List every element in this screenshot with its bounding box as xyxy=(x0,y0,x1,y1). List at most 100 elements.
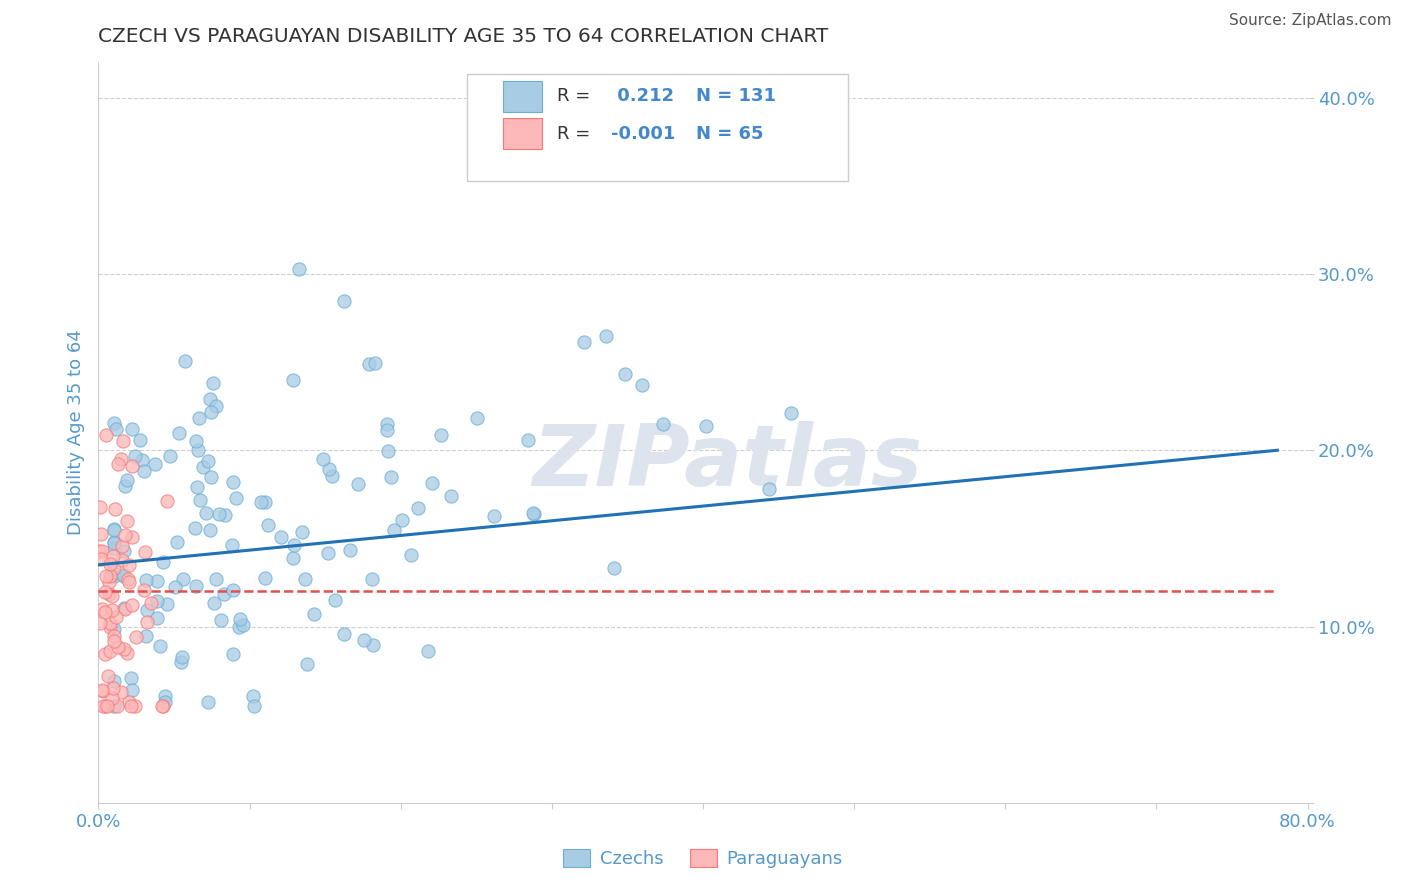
Point xyxy=(429,427,451,442)
Point xyxy=(156,597,179,611)
Point xyxy=(631,378,654,392)
Point xyxy=(595,328,617,343)
Text: N = 131: N = 131 xyxy=(696,87,776,105)
Point xyxy=(375,417,398,431)
Point xyxy=(145,593,167,607)
Text: CZECH VS PARAGUAYAN DISABILITY AGE 35 TO 64 CORRELATION CHART: CZECH VS PARAGUAYAN DISABILITY AGE 35 TO… xyxy=(98,27,828,45)
Point xyxy=(779,406,801,420)
Point xyxy=(294,572,316,586)
Point xyxy=(172,649,194,664)
Point xyxy=(98,644,121,658)
Point xyxy=(152,698,174,713)
Legend: Czechs, Paraguayans: Czechs, Paraguayans xyxy=(557,842,849,875)
Point xyxy=(166,535,188,549)
Point xyxy=(281,373,304,387)
Point xyxy=(118,695,141,709)
Point xyxy=(250,494,273,508)
Y-axis label: Disability Age 35 to 64: Disability Age 35 to 64 xyxy=(66,330,84,535)
Point xyxy=(90,552,112,566)
Point xyxy=(209,613,232,627)
FancyBboxPatch shape xyxy=(503,81,543,112)
Text: ZIPatlas: ZIPatlas xyxy=(531,421,922,504)
Text: -0.001: -0.001 xyxy=(612,125,675,143)
Point xyxy=(103,622,125,636)
Point xyxy=(89,500,111,514)
Point xyxy=(391,513,413,527)
FancyBboxPatch shape xyxy=(503,118,543,149)
Point xyxy=(399,548,422,562)
Point xyxy=(112,569,135,583)
Point xyxy=(212,587,235,601)
Point xyxy=(98,574,121,589)
Point xyxy=(270,530,292,544)
Point xyxy=(440,490,463,504)
Point xyxy=(103,541,125,555)
Point xyxy=(121,459,143,474)
Point xyxy=(111,539,134,553)
Point xyxy=(200,523,222,537)
Point xyxy=(197,454,219,468)
Point xyxy=(96,568,118,582)
Point xyxy=(107,640,129,654)
Point xyxy=(111,434,134,448)
Point xyxy=(117,646,139,660)
Point xyxy=(103,634,125,648)
Point xyxy=(201,376,224,391)
Point xyxy=(115,515,138,529)
Point xyxy=(104,422,127,436)
Point xyxy=(283,538,305,552)
Point xyxy=(283,550,305,565)
Point xyxy=(222,583,245,598)
Point xyxy=(91,684,114,698)
Text: R =: R = xyxy=(557,125,596,143)
Point xyxy=(184,434,207,448)
Point xyxy=(103,569,125,583)
Point xyxy=(333,293,356,308)
Point xyxy=(465,411,488,425)
Point xyxy=(117,473,139,487)
Point xyxy=(318,462,340,476)
Point xyxy=(155,689,177,703)
Point xyxy=(167,425,190,440)
Point xyxy=(97,669,120,683)
Point xyxy=(159,449,181,463)
Point xyxy=(613,367,636,381)
Point xyxy=(94,605,117,619)
Point xyxy=(114,528,136,542)
Point xyxy=(225,491,247,505)
Point xyxy=(523,507,546,521)
Point xyxy=(205,572,228,586)
Point xyxy=(96,698,118,713)
Point xyxy=(112,641,135,656)
Point xyxy=(111,552,134,566)
Point xyxy=(96,428,118,442)
Point xyxy=(377,443,399,458)
Point xyxy=(135,629,157,643)
Point xyxy=(195,506,218,520)
Point xyxy=(221,475,243,490)
Point xyxy=(311,451,333,466)
Point xyxy=(321,469,343,483)
Point xyxy=(91,682,114,697)
Point xyxy=(103,561,125,575)
Point xyxy=(517,433,540,447)
Point xyxy=(103,674,125,689)
Text: R =: R = xyxy=(557,87,596,105)
Point xyxy=(146,574,169,589)
Point xyxy=(103,522,125,536)
Point xyxy=(120,671,142,685)
Point xyxy=(91,544,114,558)
Point xyxy=(121,683,143,698)
Point xyxy=(184,579,207,593)
Point xyxy=(257,518,280,533)
Point xyxy=(91,602,114,616)
Point xyxy=(117,572,139,586)
Point xyxy=(316,546,339,560)
Point xyxy=(204,399,226,413)
Point xyxy=(695,419,717,434)
Point xyxy=(197,695,219,709)
Point xyxy=(758,483,780,497)
Point xyxy=(98,587,121,601)
Point xyxy=(87,544,110,558)
Point xyxy=(112,544,135,558)
